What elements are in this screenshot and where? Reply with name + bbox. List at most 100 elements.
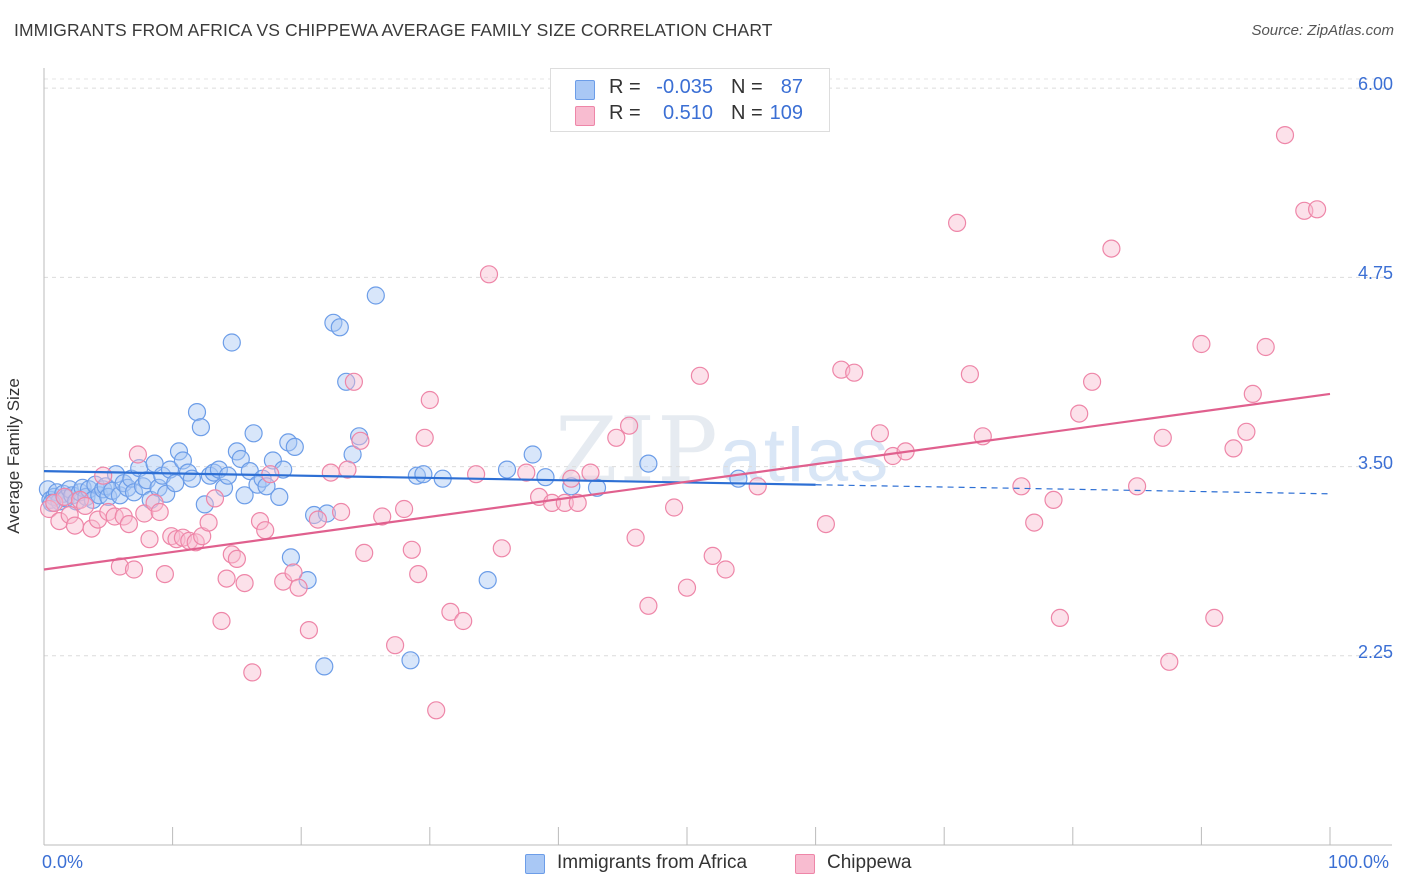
data-point (222, 333, 241, 352)
data-point (415, 428, 434, 447)
data-point (587, 478, 607, 497)
legend-r-label: R = (609, 102, 641, 124)
legend-swatch-chippewa (575, 106, 595, 126)
data-point (816, 514, 836, 534)
data-point (1224, 439, 1243, 458)
data-point (1160, 652, 1179, 671)
data-point (338, 460, 357, 479)
data-point (870, 424, 890, 443)
chart-source: Source: ZipAtlas.com (1251, 22, 1394, 39)
data-point (492, 539, 511, 558)
data-point (351, 431, 370, 450)
data-point (263, 451, 282, 470)
data-point (231, 449, 250, 469)
legend-label-africa: Immigrants from Africa (557, 852, 748, 873)
data-point (55, 487, 74, 506)
data-point (1237, 422, 1256, 441)
data-point (407, 466, 426, 485)
data-point (235, 573, 254, 593)
data-point (420, 390, 439, 410)
data-point (1256, 337, 1275, 357)
data-point (124, 483, 144, 502)
data-point (441, 602, 460, 622)
data-point (94, 466, 113, 485)
data-point (256, 521, 275, 540)
data-point (110, 557, 130, 576)
data-point (1153, 428, 1172, 447)
data-point (355, 543, 374, 563)
data-point (205, 489, 225, 508)
data-point (1275, 126, 1295, 145)
data-point (110, 486, 130, 505)
data-point (227, 549, 246, 569)
data-point (639, 596, 658, 615)
scatter-points (38, 126, 1327, 720)
data-point (76, 496, 95, 515)
data-point (155, 564, 174, 584)
data-point (409, 564, 428, 584)
data-point (285, 437, 304, 456)
data-point (299, 620, 318, 640)
data-point (402, 540, 421, 559)
legend-swatch-africa (575, 80, 595, 100)
y-tick-label: 6.00 (1357, 74, 1393, 95)
data-point (845, 363, 864, 382)
data-point (60, 505, 79, 525)
data-point (607, 428, 626, 447)
legend-n-label: N = (731, 76, 763, 98)
data-point (243, 663, 262, 682)
data-point (454, 611, 473, 631)
y-axis-label: Average Family Size (4, 378, 23, 534)
data-point (315, 657, 334, 676)
data-point (337, 372, 356, 391)
data-point (947, 213, 967, 232)
data-point (317, 504, 336, 523)
data-point (82, 519, 101, 538)
legend-swatch-chippewa (795, 854, 815, 874)
data-point (1307, 200, 1327, 219)
watermark: ZIPatlas (555, 398, 890, 503)
data-point (748, 477, 767, 496)
data-point (639, 454, 658, 473)
x-tick-label-max: 100.0% (1328, 852, 1390, 872)
data-point (274, 572, 293, 591)
watermark-zip: ZIP (555, 398, 720, 503)
data-point (128, 445, 147, 464)
data-point (284, 563, 303, 582)
trend-line-extension (815, 484, 1331, 495)
data-point (218, 466, 237, 485)
data-point (248, 475, 267, 494)
y-tick-label: 3.50 (1357, 452, 1393, 473)
data-point (478, 570, 497, 590)
data-point (517, 463, 536, 482)
x-tick-label-min: 0.0% (42, 852, 84, 872)
legend-n-label: N = (731, 102, 763, 124)
data-point (140, 530, 159, 549)
data-point (1127, 477, 1147, 496)
legend-r-value: 0.510 (662, 102, 713, 124)
legend-label-chippewa: Chippewa (827, 852, 912, 873)
data-point (568, 493, 587, 512)
data-point (308, 510, 327, 529)
data-point (330, 318, 349, 337)
data-point (289, 578, 308, 597)
data-point (1012, 477, 1031, 496)
data-point (414, 465, 433, 484)
data-point (562, 469, 581, 488)
data-point (250, 511, 270, 531)
data-point (191, 418, 210, 437)
data-point (195, 495, 214, 514)
data-point (960, 365, 980, 384)
data-point (281, 548, 300, 567)
data-point (1243, 384, 1262, 403)
data-point (373, 507, 392, 526)
data-point (162, 527, 181, 546)
data-point (716, 560, 735, 579)
data-point (497, 460, 517, 479)
data-point (344, 372, 363, 391)
data-point (703, 546, 722, 566)
data-point (395, 499, 414, 519)
trend-lines (43, 392, 1331, 571)
legend-r-label: R = (609, 76, 641, 98)
data-point (169, 442, 189, 461)
